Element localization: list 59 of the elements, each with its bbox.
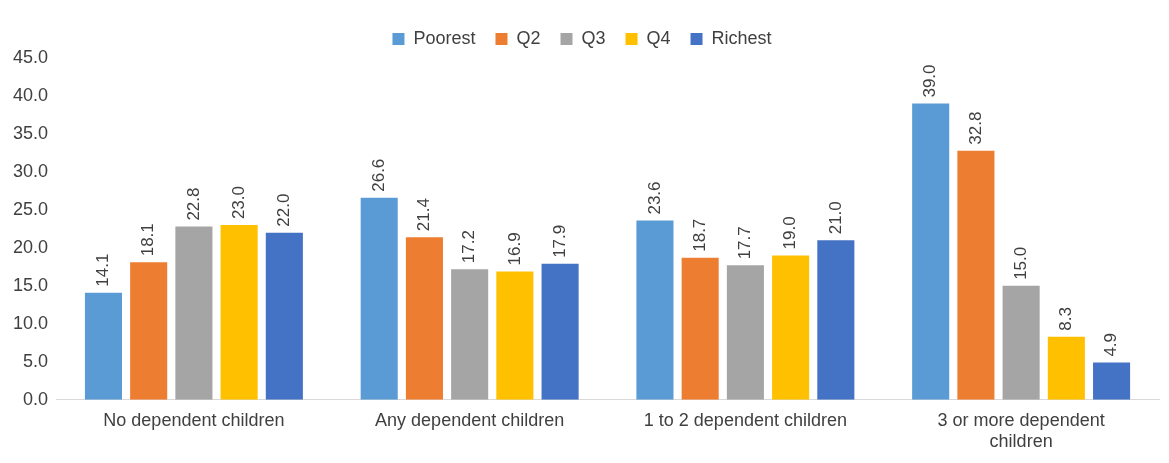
data-label: 16.9: [504, 232, 524, 266]
legend-label: Poorest: [413, 27, 476, 48]
legend-label: Richest: [711, 27, 772, 48]
data-label: 39.0: [920, 64, 940, 98]
bar: [451, 269, 489, 400]
x-tick-label: 3 or more dependent children: [937, 409, 1105, 452]
bar: [175, 226, 213, 400]
data-label: 14.1: [93, 253, 113, 287]
bar: [636, 220, 674, 400]
bar: [265, 232, 303, 400]
y-tick-label: 5.0: [23, 350, 49, 371]
bar: [84, 292, 122, 400]
bar: [817, 240, 855, 400]
y-tick-label: 30.0: [12, 160, 49, 181]
bar: [772, 255, 810, 400]
y-tick-label: 25.0: [12, 198, 49, 219]
bar: [681, 257, 719, 400]
bar: [726, 265, 764, 400]
bar: [1047, 336, 1085, 400]
data-label: 17.7: [735, 226, 755, 260]
bar: [541, 263, 579, 400]
bar: [360, 197, 398, 400]
data-label: 18.1: [138, 223, 158, 257]
data-label: 23.6: [644, 181, 664, 215]
bar: [220, 225, 258, 400]
legend-label: Q2: [516, 27, 541, 48]
y-tick-label: 20.0: [12, 236, 49, 257]
data-label: 21.0: [825, 201, 845, 235]
y-tick-label: 35.0: [12, 122, 49, 143]
bar: [957, 150, 995, 400]
legend-label: Q3: [581, 27, 606, 48]
data-label: 26.6: [368, 158, 388, 192]
data-label: 22.0: [274, 193, 294, 227]
data-label: 21.4: [414, 198, 434, 232]
x-tick-label: Any dependent children: [375, 409, 565, 430]
y-tick-label: 40.0: [12, 84, 49, 105]
y-tick-label: 10.0: [12, 312, 49, 333]
bar: [1002, 285, 1040, 400]
x-tick-label: No dependent children: [103, 409, 285, 430]
data-label: 17.2: [459, 230, 479, 264]
data-label: 22.8: [183, 187, 203, 221]
bar: [405, 237, 443, 400]
bar: [496, 271, 534, 400]
y-tick-label: 15.0: [12, 274, 49, 295]
data-label: 15.0: [1010, 246, 1030, 280]
data-label: 4.9: [1101, 332, 1121, 357]
data-label: 32.8: [965, 111, 985, 145]
y-tick-label: 45.0: [12, 46, 49, 67]
y-tick-label: 0.0: [23, 388, 49, 409]
bar: [130, 262, 168, 400]
bar: [1093, 362, 1131, 400]
data-label: 8.3: [1056, 307, 1076, 331]
x-tick-label: 1 to 2 dependent children: [643, 409, 847, 430]
bar: [912, 103, 950, 400]
data-label: 18.7: [689, 218, 709, 252]
data-label: 17.9: [549, 224, 569, 258]
legend-label: Q4: [646, 27, 671, 48]
data-label: 19.0: [780, 216, 800, 250]
data-label: 23.0: [228, 186, 248, 220]
